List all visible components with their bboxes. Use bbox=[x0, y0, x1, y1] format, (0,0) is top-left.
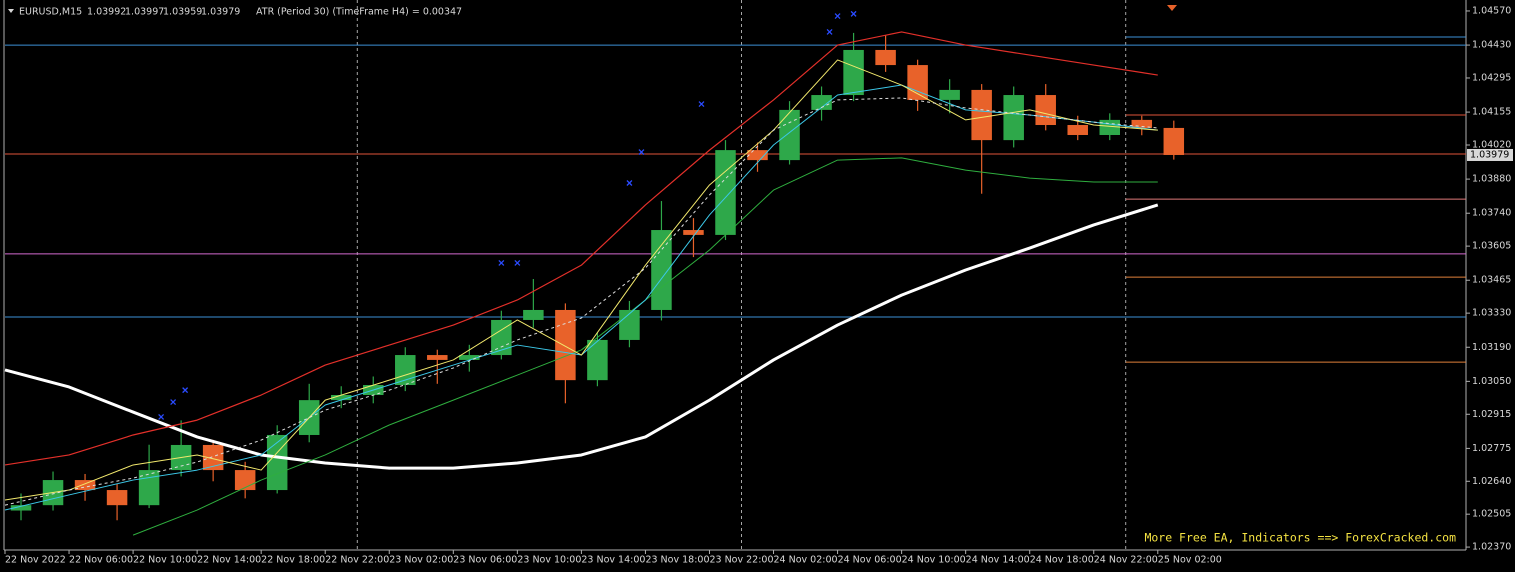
fractal-marker bbox=[626, 180, 633, 186]
fractal-marker bbox=[850, 10, 857, 17]
indicator-line bbox=[4, 203, 1159, 470]
price-label: 1.03979 bbox=[1470, 149, 1509, 160]
fractal-marker bbox=[170, 399, 177, 406]
watermark: More Free EA, Indicators ==> ForexCracke… bbox=[1144, 531, 1456, 545]
fractal-marker bbox=[158, 413, 165, 420]
x-tick-label: 23 Nov 18:00 bbox=[645, 555, 709, 566]
candle-body bbox=[491, 319, 512, 356]
y-tick-label: 1.02505 bbox=[1472, 509, 1511, 520]
fractal-marker bbox=[514, 259, 521, 266]
candle-body bbox=[138, 470, 160, 506]
x-tick-label: 23 Nov 06:00 bbox=[453, 555, 517, 566]
x-tick-label: 22 Nov 2022 bbox=[5, 555, 66, 566]
candle-body bbox=[843, 49, 864, 96]
y-tick-label: 1.04020 bbox=[1472, 139, 1511, 150]
x-tick-label: 22 Nov 10:00 bbox=[133, 555, 197, 566]
y-tick-label: 1.03465 bbox=[1472, 275, 1511, 286]
header-close: 1.03979 bbox=[201, 7, 240, 18]
fractal-marker bbox=[498, 259, 505, 266]
candle-body bbox=[747, 150, 768, 161]
y-tick-label: 1.03880 bbox=[1472, 174, 1511, 185]
indicator-text: ATR (Period 30) (TimeFrame H4) = 0.00347 bbox=[256, 7, 462, 18]
x-tick-label: 24 Nov 14:00 bbox=[966, 555, 1030, 566]
candle-body bbox=[683, 230, 704, 235]
candle-body bbox=[74, 480, 96, 491]
y-tick-label: 1.04430 bbox=[1472, 40, 1511, 51]
y-tick-label: 1.03740 bbox=[1472, 208, 1511, 219]
y-tick-label: 1.02915 bbox=[1472, 409, 1511, 420]
x-tick-label: 23 Nov 14:00 bbox=[581, 555, 645, 566]
fractal-marker bbox=[182, 387, 189, 394]
y-tick-label: 1.04155 bbox=[1472, 107, 1511, 118]
y-tick-label: 1.02775 bbox=[1472, 443, 1511, 454]
x-tick-label: 23 Nov 02:00 bbox=[389, 555, 453, 566]
candle-body bbox=[875, 49, 896, 66]
candle-body bbox=[651, 230, 672, 310]
candle-body bbox=[459, 355, 480, 360]
candle-body bbox=[1067, 125, 1088, 136]
x-tick-label: 24 Nov 02:00 bbox=[774, 555, 838, 566]
menu-arrow[interactable] bbox=[8, 9, 14, 13]
x-tick-label: 22 Nov 14:00 bbox=[197, 555, 261, 566]
x-tick-label: 25 Nov 02:00 bbox=[1158, 555, 1222, 566]
x-tick-label: 22 Nov 18:00 bbox=[261, 555, 325, 566]
fractal-marker bbox=[698, 101, 705, 108]
x-tick-label: 24 Nov 22:00 bbox=[1094, 555, 1158, 566]
price-label-box bbox=[1467, 148, 1513, 161]
y-tick-label: 1.02370 bbox=[1472, 542, 1511, 553]
candle-body bbox=[779, 109, 800, 161]
y-tick-label: 1.02640 bbox=[1472, 476, 1511, 487]
y-tick-label: 1.03330 bbox=[1472, 308, 1511, 319]
x-tick-label: 24 Nov 06:00 bbox=[838, 555, 902, 566]
y-tick-label: 1.03050 bbox=[1472, 376, 1511, 387]
indicator-line bbox=[4, 31, 1158, 466]
symbol: EURUSD,M15 bbox=[19, 7, 82, 18]
candle-body bbox=[971, 89, 992, 141]
candle-body bbox=[266, 434, 288, 491]
x-tick-label: 24 Nov 18:00 bbox=[1030, 555, 1094, 566]
candle-body bbox=[1163, 127, 1185, 155]
x-tick-label: 23 Nov 22:00 bbox=[709, 555, 773, 566]
candle-body bbox=[939, 89, 960, 100]
x-tick-label: 24 Nov 10:00 bbox=[902, 555, 966, 566]
y-tick-label: 1.04295 bbox=[1472, 72, 1511, 83]
candle-body bbox=[523, 309, 544, 320]
candle-body bbox=[427, 355, 448, 360]
candle-body bbox=[555, 309, 576, 381]
candle-body bbox=[907, 65, 928, 100]
indicator-line bbox=[4, 97, 1158, 506]
x-tick-label: 22 Nov 22:00 bbox=[325, 555, 389, 566]
x-tick-label: 23 Nov 10:00 bbox=[517, 555, 581, 566]
header-open: 1.03992 bbox=[87, 7, 126, 18]
candle-body bbox=[619, 309, 640, 340]
candle-body bbox=[202, 444, 224, 471]
candle-body bbox=[1035, 95, 1056, 126]
fractal-marker bbox=[834, 13, 841, 20]
candle-body bbox=[1131, 119, 1153, 128]
shift-marker bbox=[1167, 5, 1177, 11]
candle-body bbox=[330, 395, 352, 401]
candle-body bbox=[1003, 95, 1024, 141]
candle-body bbox=[395, 355, 416, 386]
candle-body bbox=[10, 505, 32, 511]
y-tick-label: 1.03605 bbox=[1472, 241, 1511, 252]
fractal-marker bbox=[826, 28, 833, 35]
indicator-line bbox=[4, 59, 1158, 501]
candle-body bbox=[106, 490, 128, 506]
y-tick-label: 1.03190 bbox=[1472, 342, 1511, 353]
candle-body bbox=[715, 150, 736, 235]
fractal-marker bbox=[638, 149, 645, 156]
candle-body bbox=[1099, 119, 1121, 136]
header-low: 1.03959 bbox=[163, 7, 202, 18]
x-tick-label: 22 Nov 06:00 bbox=[69, 555, 133, 566]
candle-body bbox=[811, 95, 832, 110]
candle-body bbox=[587, 339, 608, 381]
y-tick-label: 1.04570 bbox=[1472, 5, 1511, 16]
header-high: 1.03997 bbox=[125, 7, 164, 18]
